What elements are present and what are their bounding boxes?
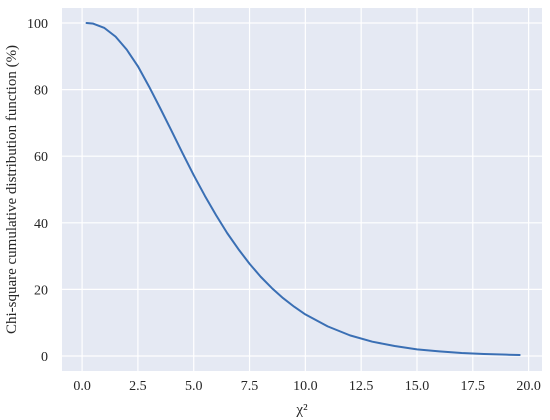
series-lines (85, 21, 521, 357)
plot-area (62, 8, 542, 371)
x-tick-label: 10.0 (293, 379, 318, 394)
y-tick-label: 40 (34, 217, 48, 232)
y-tick-label: 60 (34, 150, 48, 165)
x-axis-label: χ² (295, 402, 308, 418)
y-axis-label: Chi-square cumulative distribution funct… (4, 45, 20, 334)
y-tick-label: 100 (27, 17, 48, 32)
y-tick-label: 80 (34, 84, 48, 99)
y-tick-label: 0 (41, 350, 48, 365)
x-tick-label: 20.0 (516, 379, 541, 394)
x-tick-label: 12.5 (349, 379, 374, 394)
x-tick-label: 7.5 (241, 379, 259, 394)
y-axis-ticks: 0 20 40 60 80 100 (27, 17, 48, 365)
x-tick-label: 5.0 (185, 379, 203, 394)
x-tick-label: 2.5 (129, 379, 147, 394)
y-tick-label: 20 (34, 283, 48, 298)
x-tick-label: 15.0 (405, 379, 430, 394)
x-axis-ticks: 0.0 2.5 5.0 7.5 10.0 12.5 15.0 17.5 20.0 (73, 379, 541, 394)
x-tick-label: 17.5 (461, 379, 486, 394)
series-line-0 (85, 21, 521, 357)
x-tick-label: 0.0 (73, 379, 91, 394)
grid-lines (62, 8, 542, 371)
